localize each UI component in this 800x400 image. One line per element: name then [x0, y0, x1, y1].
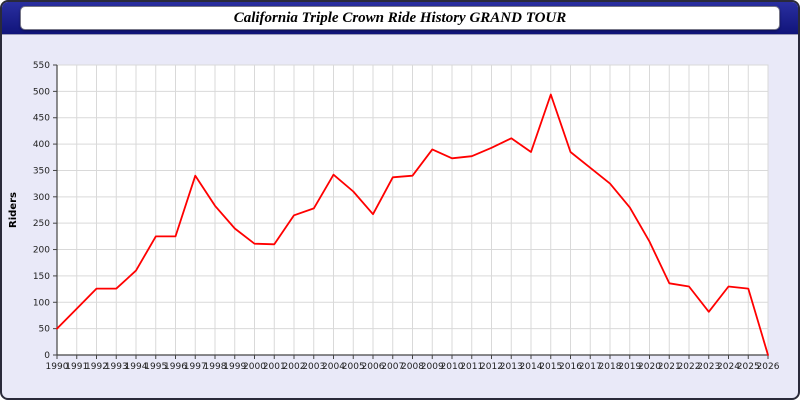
chart-title: California Triple Crown Ride History GRA… [233, 9, 567, 26]
title-bar: California Triple Crown Ride History GRA… [2, 2, 798, 35]
y-axis-label: Riders [8, 192, 19, 228]
y-tick-label: 450 [33, 114, 50, 124]
x-tick-label: 2012 [480, 362, 503, 372]
x-tick-label: 2018 [599, 362, 622, 372]
x-tick-label: 2025 [737, 362, 760, 372]
y-tick-label: 150 [33, 272, 50, 282]
x-tick-label: 2024 [717, 362, 740, 372]
y-tick-label: 300 [33, 193, 50, 203]
line-chart: 0501001502002503003504004505005501990199… [8, 61, 780, 372]
x-tick-label: 2003 [302, 362, 325, 372]
x-tick-label: 2000 [243, 362, 266, 372]
x-tick-label: 2001 [263, 362, 286, 372]
x-tick-label: 1992 [85, 362, 108, 372]
x-tick-label: 2009 [421, 362, 444, 372]
x-tick-label: 2026 [757, 362, 780, 372]
x-tick-label: 2022 [678, 362, 701, 372]
y-tick-label: 550 [33, 61, 50, 71]
x-tick-label: 2014 [520, 362, 543, 372]
x-tick-label: 1999 [223, 362, 246, 372]
x-tick-label: 2017 [579, 362, 602, 372]
y-tick-label: 350 [33, 166, 50, 176]
x-tick-label: 1990 [46, 362, 69, 372]
y-tick-label: 0 [44, 351, 50, 361]
x-tick-label: 2011 [460, 362, 483, 372]
x-tick-label: 1996 [164, 362, 187, 372]
chart-area: 0 50 100 150 200 250 300 350 400 450 500 550 1990 199… [2, 35, 798, 398]
x-tick-label: 2005 [342, 362, 365, 372]
x-tick-label: 2007 [381, 362, 404, 372]
y-tick-label: 500 [33, 87, 50, 97]
x-tick-label: 2016 [559, 362, 582, 372]
x-tick-label: 2010 [441, 362, 464, 372]
x-tick-label: 2006 [362, 362, 385, 372]
x-tick-label: 2013 [500, 362, 523, 372]
x-tick-label: 1998 [204, 362, 227, 372]
x-tick-label: 2002 [283, 362, 306, 372]
x-tick-label: 2019 [618, 362, 641, 372]
y-tick-label: 50 [39, 325, 51, 335]
x-tick-label: 1997 [184, 362, 207, 372]
x-tick-label: 2015 [539, 362, 562, 372]
x-tick-label: 1995 [144, 362, 167, 372]
riders-series-line [56, 93, 769, 356]
title-box: California Triple Crown Ride History GRA… [20, 6, 780, 30]
x-tick-label: 1993 [105, 362, 128, 372]
y-tick-label: 250 [33, 219, 50, 229]
y-tick-label: 400 [33, 140, 50, 150]
x-tick-label: 2023 [697, 362, 720, 372]
x-tick-label: 1994 [125, 362, 148, 372]
x-tick-label: 2004 [322, 362, 345, 372]
y-tick-label: 100 [33, 298, 50, 308]
y-tick-label: 200 [33, 246, 50, 256]
x-tick-label: 2021 [658, 362, 681, 372]
x-tick-label: 2008 [401, 362, 424, 372]
x-tick-label: 1991 [65, 362, 88, 372]
x-tick-label: 2020 [638, 362, 661, 372]
